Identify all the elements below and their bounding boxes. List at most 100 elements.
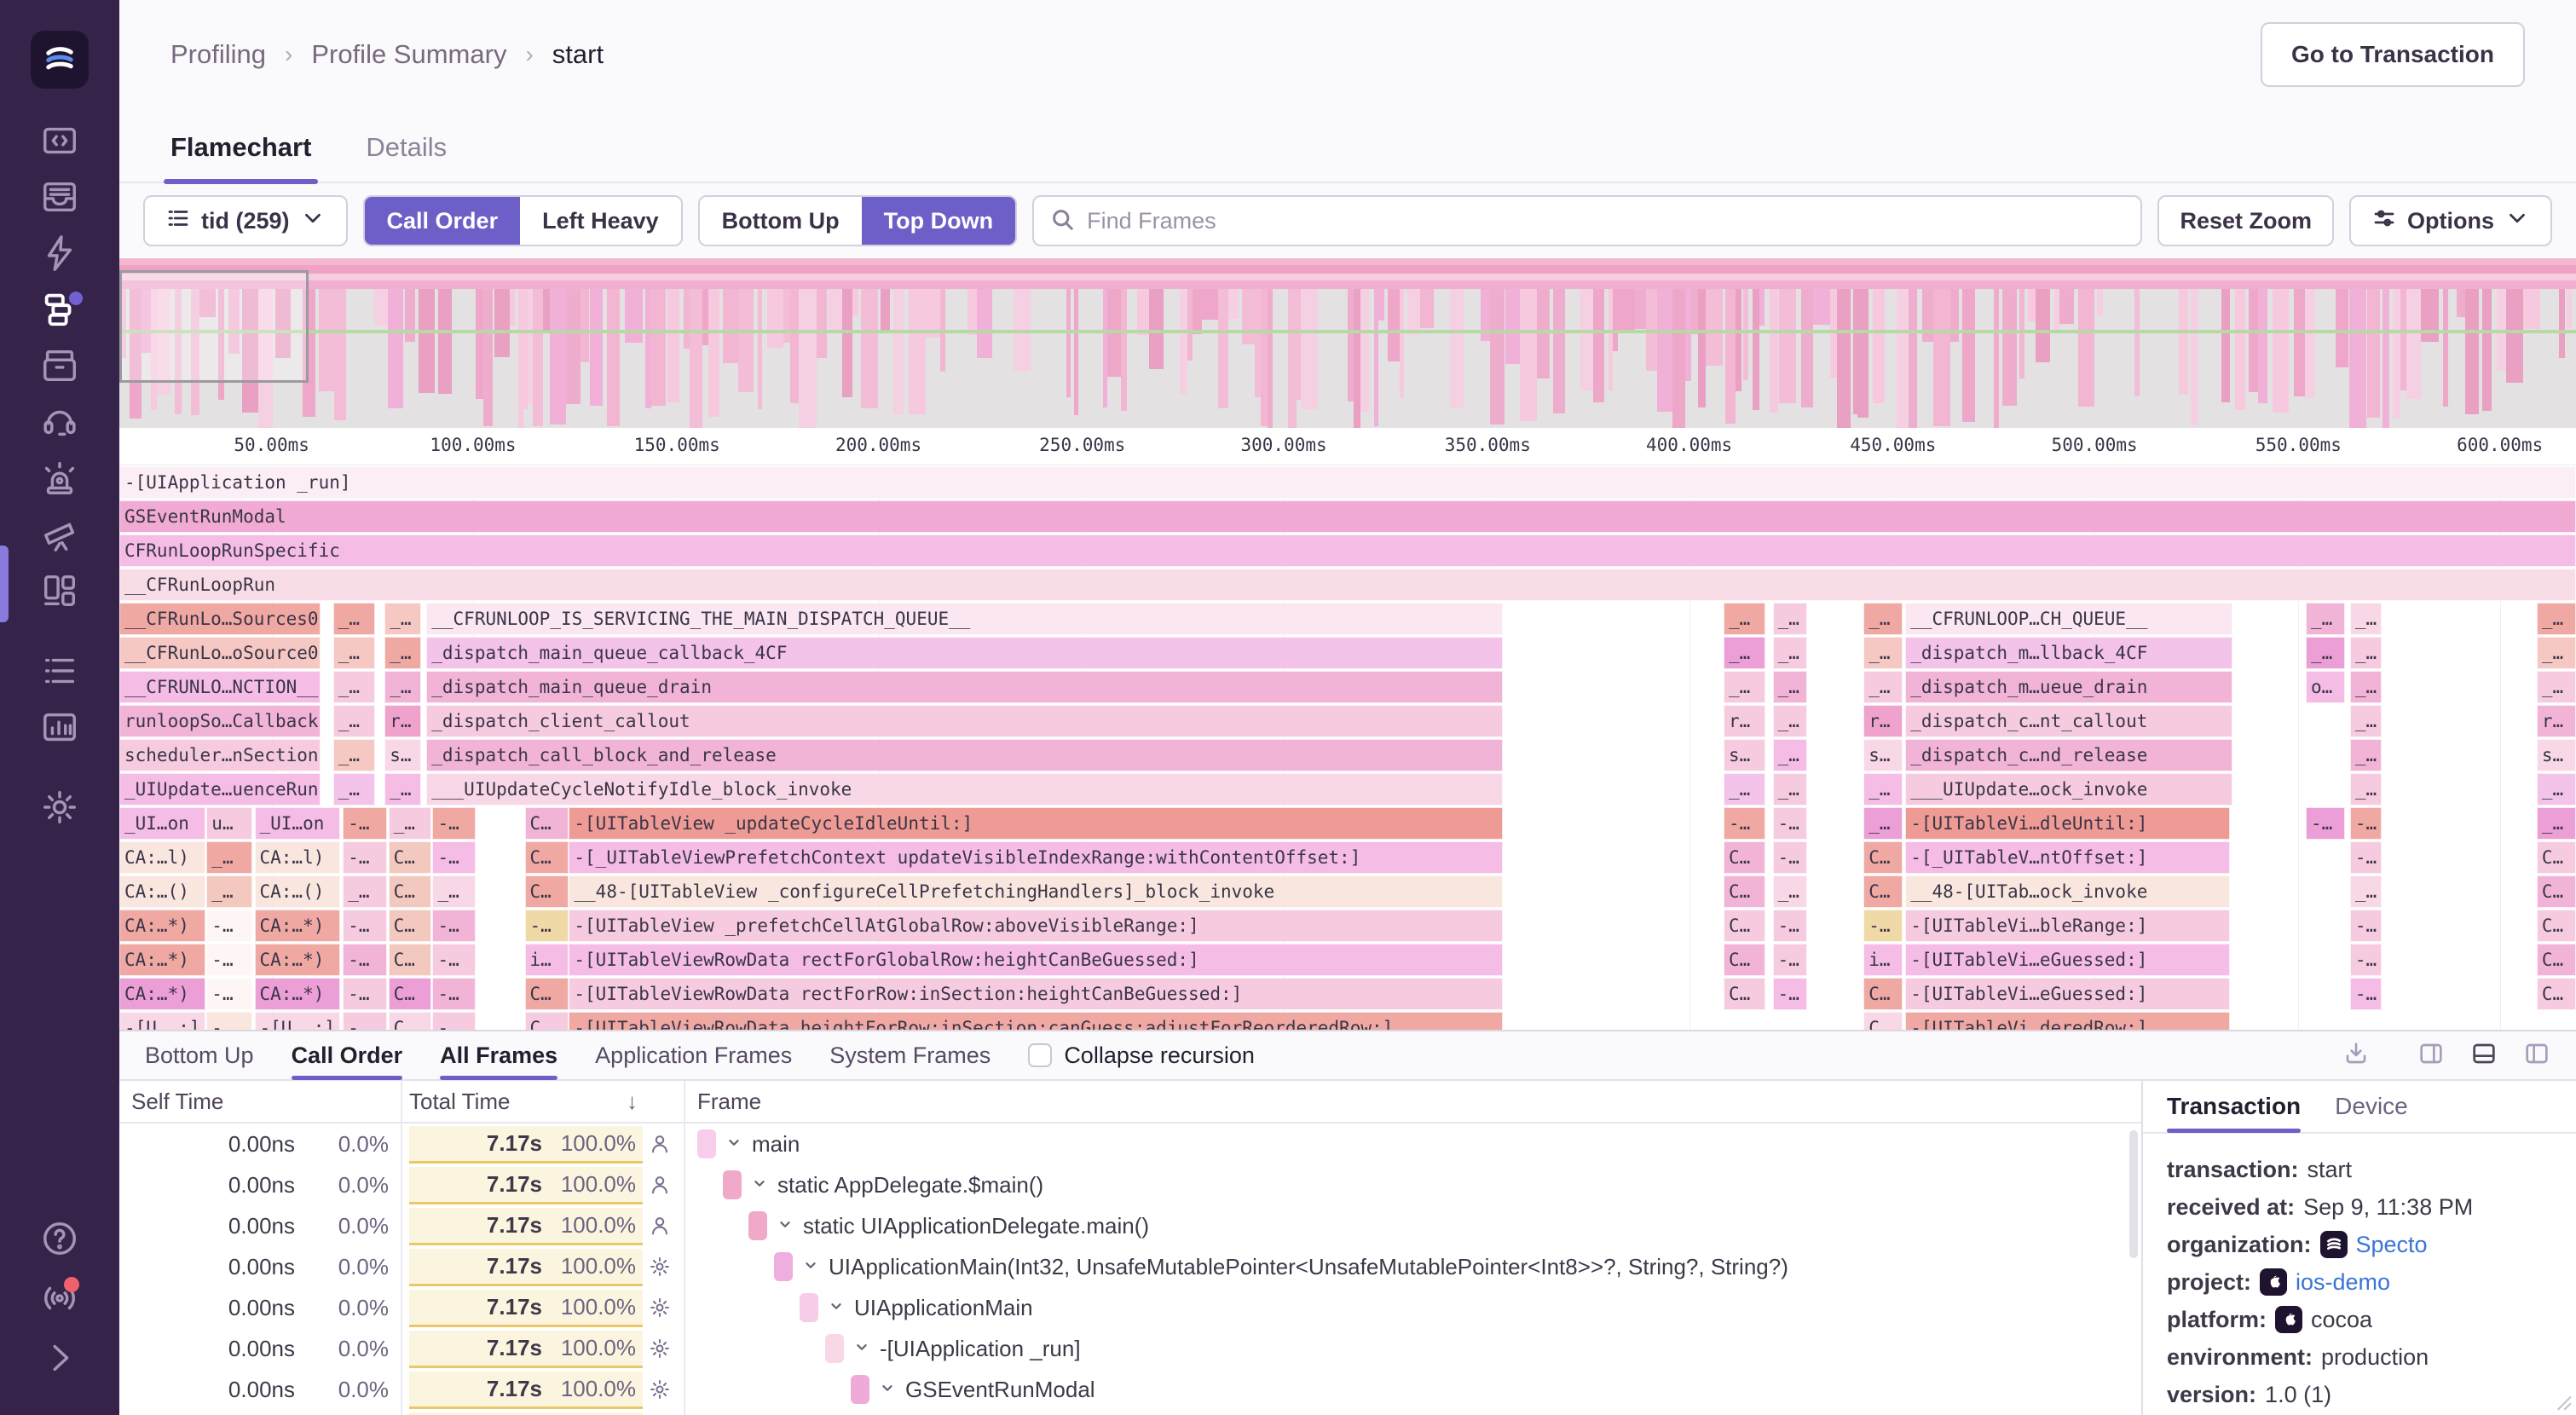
- flame-frame[interactable]: _…: [1772, 671, 1807, 704]
- table-row[interactable]: 0.00ns 0.0% 7.17s 100.0% -[UIApplication _ru…: [119, 1328, 2141, 1369]
- flame-frame[interactable]: CA:…l): [119, 841, 205, 875]
- flame-frame[interactable]: C…: [2536, 875, 2576, 909]
- sidebar-item-help[interactable]: [30, 1210, 90, 1270]
- scrollbar-thumb[interactable]: [2129, 1130, 2138, 1258]
- flame-frame[interactable]: _dispatch_call_block_and_release: [426, 739, 1503, 772]
- flame-frame[interactable]: C…: [388, 978, 431, 1011]
- flame-frame[interactable]: -[UIApplication _run]: [119, 466, 2576, 500]
- options-dropdown[interactable]: Options: [2349, 195, 2552, 247]
- flame-frame[interactable]: C…: [524, 978, 569, 1011]
- flame-frame[interactable]: CA:…l): [254, 841, 341, 875]
- flame-frame[interactable]: __48-[UITab…ock_invoke: [1905, 875, 2230, 909]
- flame-frame[interactable]: C…: [2536, 910, 2576, 943]
- left-heavy-button[interactable]: Left Heavy: [520, 197, 681, 245]
- column-header-self-time[interactable]: Self Time: [119, 1081, 402, 1122]
- flame-frame[interactable]: __48-[UITableView _configureCellPrefetch…: [569, 875, 1503, 909]
- flame-frame[interactable]: r…: [1723, 705, 1765, 738]
- call-order-button[interactable]: Call Order: [364, 197, 521, 245]
- flame-frame[interactable]: -[UITableViewRowData heightForRow:inSect…: [569, 1012, 1503, 1030]
- sidebar-item-profiling[interactable]: [30, 283, 90, 339]
- tab-details[interactable]: Details: [366, 132, 448, 163]
- flame-frame[interactable]: -…: [432, 910, 476, 943]
- flame-frame[interactable]: C…: [1863, 841, 1903, 875]
- flame-frame[interactable]: _…: [2349, 671, 2383, 704]
- flame-frame[interactable]: -[_UITableV…ntOffset:]: [1905, 841, 2230, 875]
- flame-frame[interactable]: __CFRunLoopRun: [119, 569, 2576, 602]
- flame-frame[interactable]: -…: [2349, 944, 2383, 977]
- flame-frame[interactable]: C…: [524, 841, 569, 875]
- reset-zoom-button[interactable]: Reset Zoom: [2157, 195, 2334, 247]
- flame-frame[interactable]: _UI…on: [119, 807, 205, 840]
- frame-stack-tab-application-frames[interactable]: Application Frames: [595, 1042, 793, 1068]
- flame-frame[interactable]: r…: [2536, 705, 2576, 738]
- breadcrumb-profiling[interactable]: Profiling: [170, 38, 266, 69]
- flame-frame[interactable]: -…: [1863, 910, 1903, 943]
- flame-frame[interactable]: C…: [2536, 944, 2576, 977]
- flame-frame[interactable]: runloopSo…Callback: [119, 705, 321, 738]
- flame-frame[interactable]: CA:…*): [119, 978, 205, 1011]
- flame-frame[interactable]: -…: [343, 1012, 388, 1030]
- flame-frame[interactable]: _…: [1772, 637, 1807, 670]
- flame-frame[interactable]: -…: [1772, 978, 1807, 1011]
- flame-frame[interactable]: -[UITableVi…eGuessed:]: [1905, 944, 2230, 977]
- flame-frame[interactable]: C…: [1723, 841, 1765, 875]
- flame-frame[interactable]: _…: [384, 671, 422, 704]
- flame-frame[interactable]: _…: [1772, 875, 1807, 909]
- sidebar-item-issues[interactable]: [30, 170, 90, 227]
- flame-frame[interactable]: _dispatch_m…llback_4CF: [1905, 637, 2232, 670]
- frame-stack-tab-system-frames[interactable]: System Frames: [829, 1042, 991, 1068]
- flame-frame[interactable]: _…: [1723, 603, 1765, 636]
- flame-frame[interactable]: ___UIUpdate…ock_invoke: [1905, 773, 2232, 806]
- flame-frame[interactable]: C…: [388, 910, 431, 943]
- column-header-frame[interactable]: Frame: [697, 1088, 762, 1114]
- flame-frame[interactable]: GSEventRunModal: [119, 500, 2576, 534]
- flame-frame[interactable]: -…: [432, 1012, 476, 1030]
- flame-frame[interactable]: _dispatch_client_callout: [426, 705, 1503, 738]
- flame-frame[interactable]: C…: [524, 1012, 569, 1030]
- sidebar-item-user-feedback[interactable]: [30, 396, 90, 452]
- sidebar-item-releases[interactable]: [30, 339, 90, 396]
- sidebar-item-discover[interactable]: [30, 508, 90, 564]
- collapse-recursion-checkbox[interactable]: Collapse recursion: [1028, 1042, 1255, 1069]
- flame-frame[interactable]: C…: [524, 875, 569, 909]
- flame-frame[interactable]: -…: [2349, 910, 2383, 943]
- flame-frame[interactable]: s…: [1863, 739, 1903, 772]
- flame-frame[interactable]: -[UITableVi…deredRow:]: [1905, 1012, 2230, 1030]
- flame-frame[interactable]: __CFRUNLO…NCTION__: [119, 671, 321, 704]
- flame-frame[interactable]: _…: [1723, 773, 1765, 806]
- flame-frame[interactable]: i…: [1863, 944, 1903, 977]
- flame-frame[interactable]: _…: [2349, 875, 2383, 909]
- layout-split-bottom-icon[interactable]: [2470, 1040, 2498, 1071]
- flame-frame[interactable]: -…: [1772, 807, 1807, 840]
- flame-frame[interactable]: -…: [1772, 944, 1807, 977]
- flame-frame[interactable]: -[_UITableViewPrefetchContext updateVisi…: [569, 841, 1503, 875]
- flame-frame[interactable]: _…: [332, 739, 375, 772]
- find-frames-search[interactable]: [1032, 195, 2143, 247]
- flame-frame[interactable]: _…: [1772, 705, 1807, 738]
- flame-frame[interactable]: C…: [1863, 875, 1903, 909]
- flame-frame[interactable]: _dispatch_c…nd_release: [1905, 739, 2232, 772]
- flame-frame[interactable]: _…: [206, 841, 252, 875]
- layout-split-right-icon[interactable]: [2417, 1040, 2445, 1071]
- sidebar-item-whats-new[interactable]: [30, 1270, 90, 1330]
- chevron-down-icon[interactable]: [852, 1336, 871, 1362]
- sidebar-item-dashboards[interactable]: [30, 564, 90, 621]
- flame-frame[interactable]: _…: [1863, 603, 1903, 636]
- flame-frame[interactable]: _…: [2305, 637, 2346, 670]
- flame-frame[interactable]: _UI…on: [254, 807, 341, 840]
- flame-frame[interactable]: _…: [343, 875, 388, 909]
- tab-flamechart[interactable]: Flamechart: [163, 132, 319, 185]
- go-to-transaction-button[interactable]: Go to Transaction: [2260, 21, 2525, 87]
- flame-frame[interactable]: C…: [1863, 1012, 1903, 1030]
- flame-frame[interactable]: __CFRunLo…oSource0: [119, 637, 321, 670]
- flame-frame[interactable]: CA:…*): [254, 910, 341, 943]
- flame-frame[interactable]: -…: [206, 1012, 252, 1030]
- flame-frame[interactable]: _…: [2349, 603, 2383, 636]
- flame-frame[interactable]: __CFRUNLOOP…CH_QUEUE__: [1905, 603, 2232, 636]
- top-down-button[interactable]: Top Down: [861, 197, 1016, 245]
- flame-frame[interactable]: i…: [524, 944, 569, 977]
- flame-frame[interactable]: _…: [332, 773, 375, 806]
- table-row[interactable]: 0.00ns 0.0% 7.17s 100.0% GSEventRunModal: [119, 1369, 2141, 1410]
- flame-frame[interactable]: C…: [524, 807, 569, 840]
